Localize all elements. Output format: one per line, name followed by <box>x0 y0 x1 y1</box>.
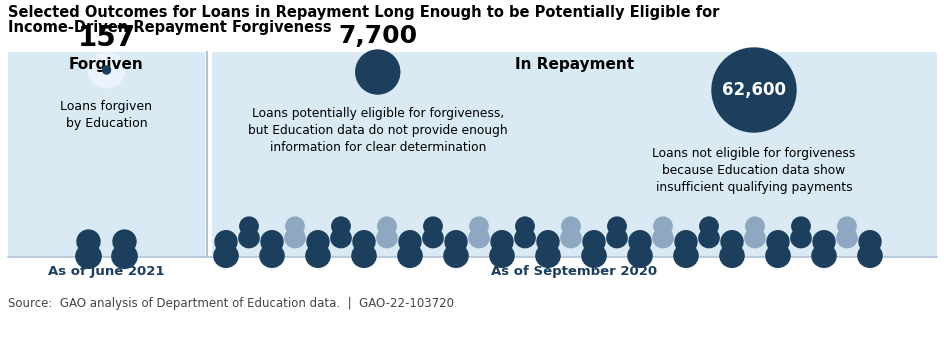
Circle shape <box>561 217 580 235</box>
Ellipse shape <box>535 244 560 267</box>
Ellipse shape <box>857 244 881 267</box>
Ellipse shape <box>422 228 443 248</box>
Text: Forgiven: Forgiven <box>69 57 143 72</box>
Ellipse shape <box>836 228 856 248</box>
Ellipse shape <box>377 228 396 248</box>
Circle shape <box>491 231 513 253</box>
Circle shape <box>812 231 834 253</box>
Circle shape <box>353 231 375 253</box>
Text: Loans potentially eligible for forgiveness,
but Education data do not provide en: Loans potentially eligible for forgivene… <box>247 107 507 154</box>
Circle shape <box>720 231 742 253</box>
Ellipse shape <box>582 244 605 267</box>
Text: As of June 2021: As of June 2021 <box>48 265 164 278</box>
Circle shape <box>858 231 880 253</box>
Ellipse shape <box>606 228 627 248</box>
Circle shape <box>398 231 421 253</box>
FancyBboxPatch shape <box>8 52 205 257</box>
Circle shape <box>240 217 258 235</box>
Circle shape <box>469 217 488 235</box>
Ellipse shape <box>699 228 718 248</box>
FancyBboxPatch shape <box>211 52 936 257</box>
Ellipse shape <box>260 244 284 267</box>
Circle shape <box>378 217 396 235</box>
Ellipse shape <box>719 244 743 267</box>
Circle shape <box>261 231 282 253</box>
Circle shape <box>445 231 466 253</box>
Ellipse shape <box>744 228 765 248</box>
Circle shape <box>674 231 697 253</box>
Circle shape <box>711 48 795 132</box>
Ellipse shape <box>790 228 810 248</box>
Circle shape <box>607 217 626 235</box>
Ellipse shape <box>489 244 514 267</box>
Circle shape <box>700 217 717 235</box>
Ellipse shape <box>213 244 238 267</box>
Ellipse shape <box>468 228 489 248</box>
Text: In Repayment: In Repayment <box>514 57 633 72</box>
Circle shape <box>76 230 100 253</box>
Text: Income-Driven Repayment Forgiveness: Income-Driven Repayment Forgiveness <box>8 20 331 35</box>
Circle shape <box>653 217 671 235</box>
Ellipse shape <box>351 244 376 267</box>
Ellipse shape <box>76 244 101 268</box>
Text: As of September 2020: As of September 2020 <box>491 265 657 278</box>
Circle shape <box>515 217 533 235</box>
Ellipse shape <box>811 244 835 267</box>
Ellipse shape <box>239 228 259 248</box>
Ellipse shape <box>444 244 467 267</box>
Circle shape <box>113 230 136 253</box>
Text: 7,700: 7,700 <box>338 24 417 48</box>
Ellipse shape <box>652 228 672 248</box>
Circle shape <box>536 231 559 253</box>
Circle shape <box>89 52 125 88</box>
Circle shape <box>745 217 764 235</box>
Text: Selected Outcomes for Loans in Repayment Long Enough to be Potentially Eligible : Selected Outcomes for Loans in Repayment… <box>8 5 718 20</box>
Ellipse shape <box>330 228 351 248</box>
Text: Loans forgiven
by Education: Loans forgiven by Education <box>60 100 152 130</box>
Circle shape <box>355 50 399 94</box>
Ellipse shape <box>284 228 305 248</box>
Circle shape <box>331 217 350 235</box>
Circle shape <box>767 231 788 253</box>
Ellipse shape <box>397 244 422 267</box>
Ellipse shape <box>306 244 329 267</box>
Ellipse shape <box>627 244 651 267</box>
Circle shape <box>285 217 304 235</box>
Ellipse shape <box>673 244 698 267</box>
Ellipse shape <box>561 228 581 248</box>
Ellipse shape <box>111 244 137 268</box>
Circle shape <box>837 217 855 235</box>
Ellipse shape <box>765 244 789 267</box>
Circle shape <box>582 231 604 253</box>
Circle shape <box>629 231 650 253</box>
Text: Loans not eligible for forgiveness
because Education data show
insufficient qual: Loans not eligible for forgiveness becau… <box>651 147 854 194</box>
Text: 157: 157 <box>77 24 135 52</box>
Ellipse shape <box>514 228 534 248</box>
Text: 62,600: 62,600 <box>721 81 785 99</box>
Circle shape <box>215 231 237 253</box>
Circle shape <box>102 66 110 74</box>
Text: Source:  GAO analysis of Department of Education data.  |  GAO-22-103720: Source: GAO analysis of Department of Ed… <box>8 297 453 310</box>
Circle shape <box>791 217 809 235</box>
Circle shape <box>307 231 329 253</box>
Circle shape <box>423 217 442 235</box>
